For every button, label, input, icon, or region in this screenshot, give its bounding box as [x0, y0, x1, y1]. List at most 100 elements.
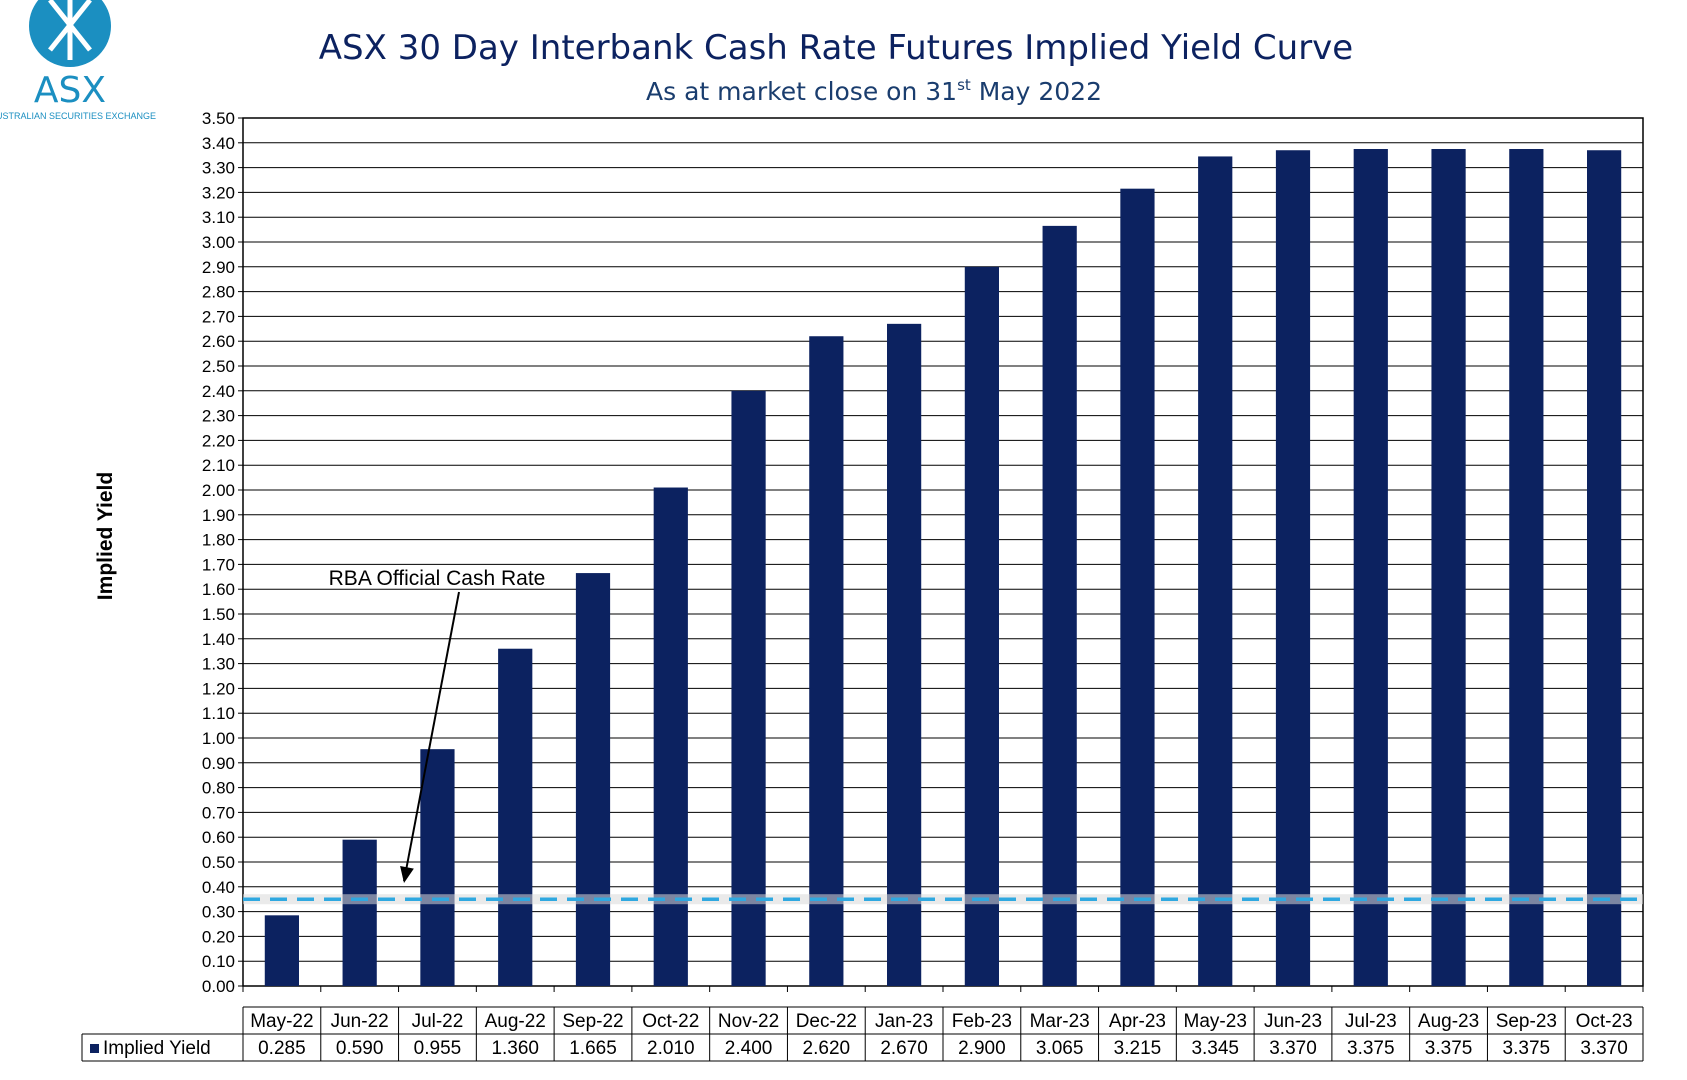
plot-frame	[242, 117, 1644, 987]
y-tick-label: 2.40	[202, 382, 235, 401]
data-label: 0.590	[336, 1038, 384, 1059]
y-tick-label: 2.90	[202, 258, 235, 277]
y-tick-label: 2.50	[202, 357, 235, 376]
annotation: RBA Official Cash Rate	[327, 565, 547, 883]
bar-oct-23	[1587, 150, 1622, 987]
data-label: 3.375	[1503, 1038, 1551, 1059]
data-label: 1.665	[569, 1038, 617, 1059]
y-tick-label: 1.10	[202, 704, 235, 723]
y-tick-label: 2.80	[202, 283, 235, 302]
x-tick-label: Aug-22	[485, 1011, 546, 1032]
data-label: 2.400	[725, 1038, 773, 1059]
data-label: 0.285	[258, 1038, 306, 1059]
x-tick-label: Dec-22	[796, 1011, 857, 1032]
x-tick-label: Jun-22	[331, 1011, 389, 1032]
data-label: 0.955	[414, 1038, 462, 1059]
bar-nov-22	[731, 390, 766, 986]
asx-logo-mark-icon	[48, 0, 92, 60]
y-tick-label: 2.60	[202, 332, 235, 351]
chart-subtitle-sup: st	[957, 76, 971, 94]
data-label: 2.010	[647, 1038, 695, 1059]
bar-may-22	[264, 915, 299, 986]
data-label: 1.360	[491, 1038, 539, 1059]
y-tick-label: 1.90	[202, 506, 235, 525]
y-tick-label: 2.30	[202, 407, 235, 426]
y-tick-label: 2.10	[202, 456, 235, 475]
data-label: 2.670	[880, 1038, 928, 1059]
y-tick-label: 3.50	[202, 109, 235, 128]
legend-entry: Implied Yield	[103, 1038, 211, 1059]
bar-jun-23	[1275, 150, 1311, 987]
x-tick-label: Jan-23	[875, 1011, 933, 1032]
y-tick-label: 2.20	[202, 431, 235, 450]
x-tick-label: Mar-23	[1030, 1011, 1090, 1032]
y-tick-label: 0.30	[202, 903, 235, 922]
plot-area: 0.00 0.10 0.20 0.30 0.40 0.50 0.60 0.70 0.80 0.90…	[202, 109, 1644, 996]
asx-logo-name: ASX	[34, 70, 106, 111]
y-tick-label: 1.80	[202, 531, 235, 550]
chart-subtitle: As at market close on 31st May 2022	[646, 76, 1102, 106]
y-tick-label: 3.30	[202, 159, 235, 178]
y-tick-label: 3.40	[202, 134, 235, 153]
x-tick-label: Apr-23	[1109, 1011, 1166, 1032]
data-table: May-22 0.285 Jun-22 0.590 Jul-22 0.955 Aug-22 1…	[81, 1006, 1644, 1062]
x-tick-label: Sep-22	[562, 1011, 623, 1032]
x-tick-label: Jun-23	[1264, 1011, 1322, 1032]
y-tick-label: 0.80	[202, 779, 235, 798]
bar-may-23	[1198, 156, 1233, 986]
y-tick-label: 1.50	[202, 605, 235, 624]
chart-title: ASX 30 Day Interbank Cash Rate Futures I…	[319, 28, 1353, 68]
y-tick-label: 1.60	[202, 580, 235, 599]
asx-logo-tagline: AUSTRALIAN SECURITIES EXCHANGE	[0, 111, 156, 121]
legend-swatch-icon	[90, 1044, 99, 1053]
bar-aug-23	[1431, 149, 1466, 986]
bar-jul-22	[420, 749, 455, 986]
y-tick-label: 3.10	[202, 208, 235, 227]
reference-line-shadow	[243, 894, 1643, 905]
data-label: 3.065	[1036, 1038, 1084, 1059]
y-tick-label: 2.70	[202, 307, 235, 326]
x-tick-label: Nov-22	[718, 1011, 779, 1032]
y-tick-label: 0.20	[202, 927, 235, 946]
bar-dec-22	[809, 336, 844, 986]
data-label: 3.375	[1425, 1038, 1473, 1059]
bar-feb-23	[964, 266, 999, 986]
data-label: 3.370	[1269, 1038, 1317, 1059]
data-label: 3.345	[1191, 1038, 1239, 1059]
bar-jun-22	[342, 839, 377, 986]
annotation-arrow-line	[403, 591, 460, 882]
y-tick-label: 0.90	[202, 754, 235, 773]
y-tick-label: 1.30	[202, 655, 235, 674]
y-tick-label: 0.10	[202, 952, 235, 971]
y-tick-label: 0.60	[202, 828, 235, 847]
y-tick-label: 2.00	[202, 481, 235, 500]
rba-annotation-label: RBA Official Cash Rate	[329, 567, 546, 590]
data-label: 3.375	[1347, 1038, 1395, 1059]
y-tick-label: 1.40	[202, 630, 235, 649]
x-tick-label: Aug-23	[1418, 1011, 1479, 1032]
y-tick-label: 1.00	[202, 729, 235, 748]
y-tick-label: 0.50	[202, 853, 235, 872]
chart-subtitle-suffix: May 2022	[971, 77, 1102, 106]
y-tick-label: 3.20	[202, 183, 235, 202]
x-tick-label: May-23	[1184, 1011, 1247, 1032]
bar-oct-22	[653, 487, 688, 986]
bar-jul-23	[1353, 149, 1388, 986]
y-tick-label: 1.70	[202, 555, 235, 574]
data-label: 2.620	[803, 1038, 851, 1059]
x-tick-label: Jul-22	[412, 1011, 464, 1032]
bar-mar-23	[1042, 225, 1077, 986]
bar-jan-23	[887, 323, 922, 987]
x-tick-label: Feb-23	[952, 1011, 1012, 1032]
y-axis-label: Implied Yield	[94, 472, 117, 600]
chart-subtitle-prefix: As at market close on 31	[646, 77, 957, 106]
annotation-arrow-head-icon	[400, 865, 414, 883]
y-tick-label: 1.20	[202, 679, 235, 698]
x-tick-label: May-22	[250, 1011, 313, 1032]
bar-aug-22	[498, 648, 533, 986]
asx-logo: ASX AUSTRALIAN SECURITIES EXCHANGE	[0, 0, 156, 121]
data-label: 2.900	[958, 1038, 1006, 1059]
y-tick-label: 3.00	[202, 233, 235, 252]
bar-sep-23	[1509, 149, 1544, 986]
